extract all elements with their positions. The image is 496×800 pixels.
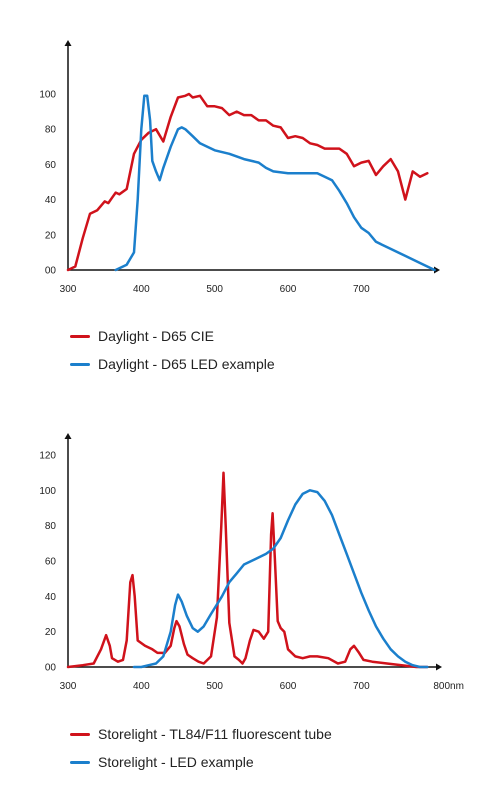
y-tick-label: 20 <box>45 627 57 638</box>
y-tick-label: 40 <box>45 592 57 603</box>
series-line-red <box>66 92 429 272</box>
y-tick-label: 80 <box>45 521 57 532</box>
y-tick-label: 60 <box>45 557 57 568</box>
y-tick-label: 100 <box>39 90 56 101</box>
legend-label: Storelight - LED example <box>98 754 254 770</box>
series-line-blue <box>114 94 436 272</box>
x-tick-label: 500 <box>206 681 223 692</box>
y-tick-label: 00 <box>45 266 57 277</box>
x-tick-label: 500 <box>206 284 223 295</box>
y-tick-label: 80 <box>45 125 57 136</box>
x-tick-label: 300 <box>60 681 77 692</box>
y-tick-label: 40 <box>45 195 57 206</box>
legend-item-d65-led: Daylight - D65 LED example <box>70 350 275 378</box>
x-tick-label: 600 <box>280 681 297 692</box>
y-tick-label: 60 <box>45 160 57 171</box>
legend-chart-1: Daylight - D65 CIE Daylight - D65 LED ex… <box>70 322 275 378</box>
x-tick-label: 300 <box>60 284 77 295</box>
x-tick-label: 400 <box>133 284 150 295</box>
x-tick-label: 700 <box>353 681 370 692</box>
legend-item-tl84: Storelight - TL84/F11 fluorescent tube <box>70 720 332 748</box>
series-line-blue <box>132 489 429 669</box>
y-axis-arrow <box>64 40 72 46</box>
legend-item-d65-cie: Daylight - D65 CIE <box>70 322 275 350</box>
legend-label: Storelight - TL84/F11 fluorescent tube <box>98 726 332 742</box>
legend-swatch-blue <box>70 760 90 764</box>
y-axis-arrow <box>64 433 72 439</box>
y-tick-label: 00 <box>45 663 57 674</box>
legend-swatch-blue <box>70 362 90 366</box>
x-tick-label: 700 <box>353 284 370 295</box>
legend-label: Daylight - D65 LED example <box>98 356 275 372</box>
legend-chart-2: Storelight - TL84/F11 fluorescent tube S… <box>70 720 332 776</box>
y-tick-label: 120 <box>39 451 56 462</box>
x-tick-label: 800nm <box>433 681 464 692</box>
series-line-red <box>66 471 429 669</box>
y-tick-label: 20 <box>45 230 57 241</box>
x-tick-label: 600 <box>280 284 297 295</box>
x-axis-arrow <box>436 663 442 671</box>
x-tick-label: 400 <box>133 681 150 692</box>
legend-label: Daylight - D65 CIE <box>98 328 214 344</box>
x-axis-arrow <box>434 266 440 274</box>
y-tick-label: 100 <box>39 486 56 497</box>
legend-item-store-led: Storelight - LED example <box>70 748 332 776</box>
legend-swatch-red <box>70 334 90 338</box>
legend-swatch-red <box>70 732 90 736</box>
